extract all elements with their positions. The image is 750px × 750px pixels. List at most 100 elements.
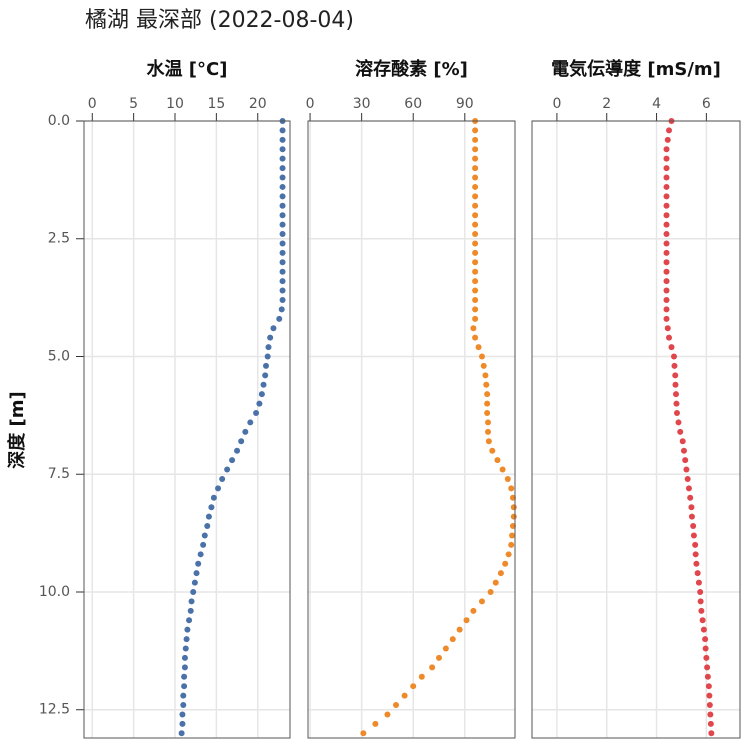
y-tick-label: 5.0 [48,348,70,364]
data-point [279,287,286,294]
data-point [187,607,194,614]
data-point [393,702,400,709]
data-point [685,485,692,492]
data-point [429,664,436,671]
data-point [238,438,245,445]
data-point [472,212,479,219]
data-point [707,711,714,718]
data-point [708,730,715,737]
data-point [663,183,670,190]
y-tick-label: 2.5 [48,231,70,247]
data-point [663,315,670,322]
x-tick-label: 90 [456,96,474,112]
data-point [265,344,272,351]
data-point [706,702,713,709]
data-point [279,231,286,238]
y-tick-label: 0.0 [48,113,70,129]
data-point [418,673,425,680]
data-point [688,513,695,520]
data-point [279,193,286,200]
data-point [180,692,187,699]
data-point [663,268,670,275]
data-point [472,155,479,162]
data-point [193,570,200,577]
data-point [663,240,670,247]
data-point [279,259,286,266]
data-point [279,127,286,134]
y-tick-label: 12.5 [39,702,70,718]
data-point [663,231,670,238]
data-point [279,202,286,209]
data-point [178,730,185,737]
data-point [699,617,706,624]
data-point [260,381,267,388]
x-tick-label: 60 [404,96,422,112]
data-point [682,457,689,464]
data-point [478,353,485,360]
data-point [663,193,670,200]
panel-border [83,120,291,739]
data-point [663,249,670,256]
data-point [360,730,367,737]
data-point [215,485,222,492]
data-point [242,428,249,435]
data-point [508,541,515,548]
data-point [188,598,195,605]
data-point [472,315,479,322]
data-point [181,673,188,680]
data-point [472,278,479,285]
data-point [472,136,479,143]
x-tick-label: 15 [207,96,225,112]
data-point [671,362,678,369]
data-point [279,174,286,181]
data-point [663,146,670,153]
data-point [190,588,197,595]
data-point [279,278,286,285]
data-point [279,268,286,275]
data-point [485,438,492,445]
data-point [270,325,277,332]
data-point [384,711,391,718]
data-point [675,419,682,426]
data-point [182,645,189,652]
data-point [707,720,714,727]
data-point [504,475,511,482]
data-point [663,165,670,172]
data-point [181,654,188,661]
chart-title: 橘湖 最深部 (2022-08-04) [85,8,354,33]
data-point [183,636,190,643]
data-point [508,485,515,492]
data-point [663,221,670,228]
data-point [264,353,271,360]
data-point [234,447,241,454]
data-point [692,541,699,548]
data-point [664,325,671,332]
data-point [663,212,670,219]
data-point [472,240,479,247]
data-point [509,494,516,501]
data-point [509,532,516,539]
data-point [472,146,479,153]
data-point [180,702,187,709]
data-point [664,136,671,143]
x-tick-label: 0 [88,96,97,112]
data-point [502,560,509,567]
data-point [694,570,701,577]
data-point [179,720,186,727]
data-point [472,268,479,275]
data-point [702,645,709,652]
data-point [262,372,269,379]
data-point [706,692,713,699]
data-point [186,617,193,624]
data-point [482,372,489,379]
data-point [475,344,482,351]
data-point [472,296,479,303]
data-point [663,306,670,313]
data-point [510,504,517,511]
x-tick-label: 2 [602,96,611,112]
data-point [253,410,260,417]
data-point [204,523,211,530]
x-tick-label: 20 [249,96,267,112]
data-point [509,523,516,530]
data-point [191,579,198,586]
